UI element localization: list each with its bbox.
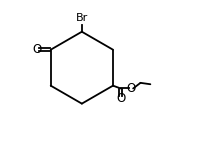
Text: O: O [127, 82, 136, 95]
Text: O: O [116, 92, 125, 105]
Text: O: O [32, 43, 41, 56]
Text: Br: Br [76, 13, 88, 23]
